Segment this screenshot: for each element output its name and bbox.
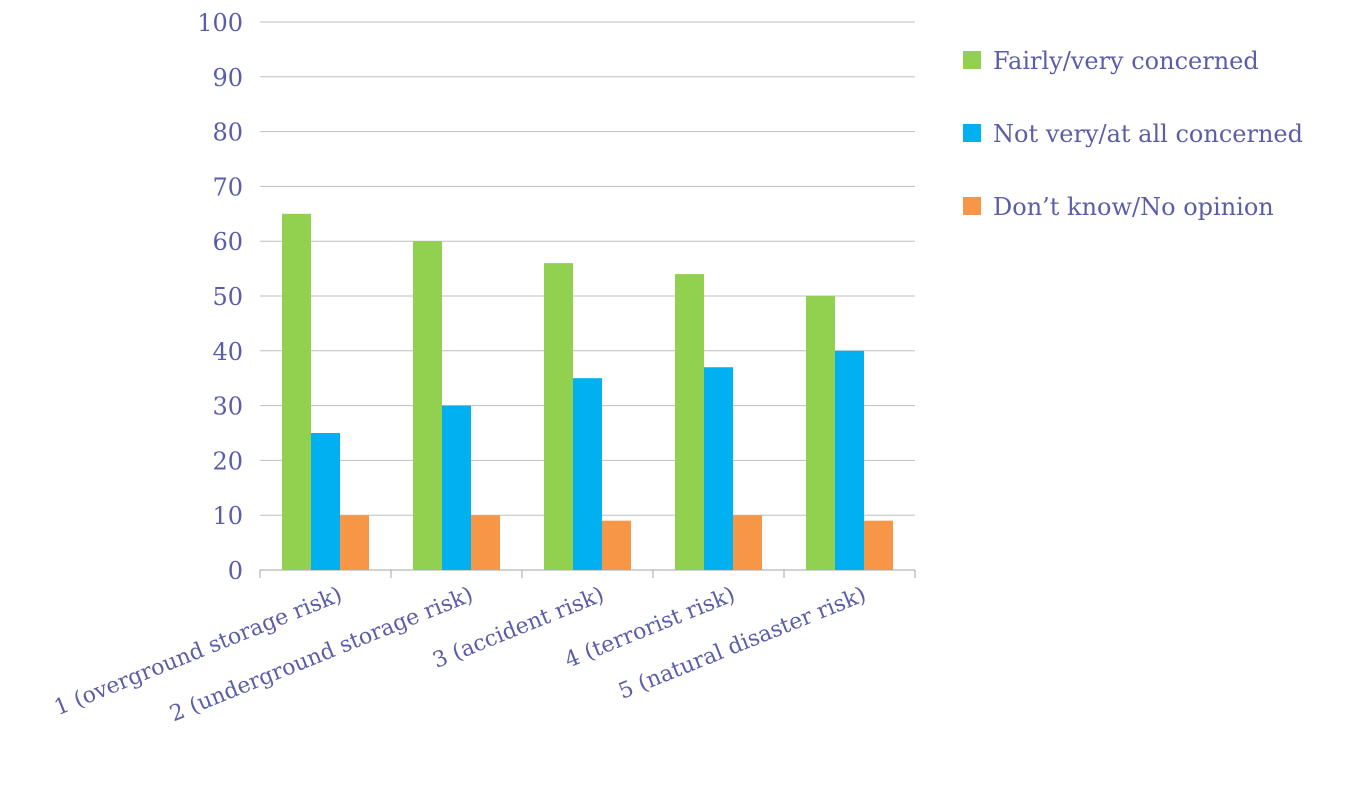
legend-label: Not very/at all concerned bbox=[993, 120, 1303, 148]
bar bbox=[442, 405, 471, 570]
legend-item: Don’t know/No opinion bbox=[963, 193, 1274, 221]
legend-swatch bbox=[963, 124, 981, 142]
bar bbox=[675, 274, 704, 570]
bar bbox=[806, 296, 835, 570]
legend-item: Not very/at all concerned bbox=[963, 120, 1303, 148]
bar bbox=[471, 515, 500, 570]
category-labels: 1 (overground storage risk)2 (undergroun… bbox=[51, 582, 870, 727]
bars bbox=[282, 213, 893, 571]
legend-item: Fairly/very concerned bbox=[963, 47, 1259, 75]
bar bbox=[864, 520, 893, 570]
y-tick-label: 30 bbox=[212, 393, 243, 421]
y-tick-label: 40 bbox=[212, 338, 243, 366]
gridlines bbox=[260, 21, 915, 516]
bar bbox=[733, 515, 762, 570]
y-tick-label: 100 bbox=[197, 9, 243, 37]
x-category-label: 5 (natural disaster risk) bbox=[615, 582, 870, 704]
y-tick-label: 80 bbox=[212, 119, 243, 147]
legend-swatch bbox=[963, 51, 981, 69]
bar bbox=[704, 367, 733, 570]
bar bbox=[282, 213, 311, 571]
y-tick-label: 20 bbox=[212, 447, 243, 475]
y-tick-label: 50 bbox=[212, 283, 243, 311]
axes bbox=[259, 569, 916, 578]
y-tick-label: 0 bbox=[228, 557, 243, 585]
y-tick-label: 60 bbox=[212, 228, 243, 256]
legend-swatch bbox=[963, 197, 981, 215]
bar bbox=[413, 241, 442, 570]
y-tick-labels: 0 10 20 30 40 50 60 70 80 90 100 bbox=[197, 9, 243, 585]
y-tick-label: 70 bbox=[212, 173, 243, 201]
bar bbox=[835, 350, 864, 570]
bar bbox=[340, 515, 369, 570]
y-tick-label: 90 bbox=[212, 64, 243, 92]
bar bbox=[573, 378, 602, 570]
legend-label: Don’t know/No opinion bbox=[993, 193, 1274, 221]
bar bbox=[311, 433, 340, 570]
legend: Fairly/very concerned Not very/at all con… bbox=[963, 47, 1303, 221]
y-tick-label: 10 bbox=[212, 502, 243, 530]
legend-label: Fairly/very concerned bbox=[993, 47, 1259, 75]
bar bbox=[602, 520, 631, 570]
bar bbox=[544, 263, 573, 570]
